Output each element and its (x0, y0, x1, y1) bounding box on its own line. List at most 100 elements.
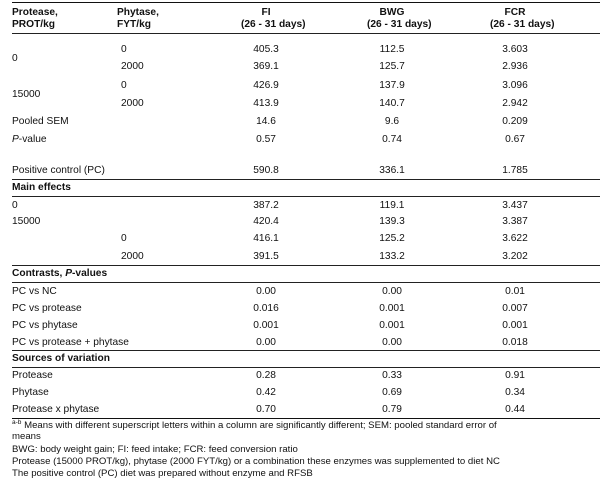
table-row: 2000 391.5 133.2 3.202 (6, 249, 594, 264)
bwg-value: 9.6 (384, 116, 400, 127)
header-fi: FI (261, 7, 271, 18)
section-rule (12, 282, 600, 283)
bwg-value: 0.74 (382, 134, 402, 145)
table-row: 0 416.1 125.2 3.622 (6, 231, 594, 246)
sources-title: Sources of variation (12, 353, 110, 364)
positive-control-row: Positive control (PC) 590.8 336.1 1.785 (6, 163, 594, 178)
sem-label: Pooled SEM (12, 116, 69, 127)
protease-value: 0 (12, 200, 18, 211)
footnote-enzymes: Protease (15000 PROT/kg), phytase (2000 … (12, 456, 500, 467)
phytase-value: 0 (121, 80, 127, 91)
table-row: Protease 0.28 0.33 0.91 (6, 368, 594, 383)
table-bottom-rule (12, 418, 600, 419)
bwg-value: 133.2 (379, 251, 405, 262)
fi-value: 0.001 (253, 320, 279, 331)
contrast-label: PC vs protease (12, 303, 82, 314)
table-row: PC vs phytase 0.001 0.001 0.001 (6, 318, 594, 333)
fcr-value: 3.603 (502, 44, 528, 55)
protease-group-label: 0 (6, 51, 594, 66)
table-row: Phytase 0.42 0.69 0.34 (6, 385, 594, 400)
footnote-significance-cont: means (12, 431, 41, 442)
contrast-label: PC vs protease + phytase (12, 337, 129, 348)
pvalue-label: P-value (12, 134, 47, 145)
fcr-value: 2.936 (502, 61, 528, 72)
header-protease: Protease, (12, 7, 58, 18)
section-rule (12, 265, 600, 266)
protease-value: 15000 (12, 89, 41, 100)
bwg-value: 0.001 (379, 320, 405, 331)
fi-value: 405.3 (253, 44, 279, 55)
footnote-positive-control: The positive control (PC) diet was prepa… (12, 468, 313, 479)
fcr-value: 0.018 (502, 337, 528, 348)
bwg-value: 119.1 (379, 200, 405, 211)
fcr-value: 0.67 (505, 134, 525, 145)
header-rule (12, 33, 600, 34)
fi-value: 420.4 (253, 216, 279, 227)
table-row: 0 426.9 137.9 3.096 (6, 78, 594, 93)
pvalue-row: P-value 0.57 0.74 0.67 (6, 132, 594, 147)
bwg-value: 0.00 (382, 286, 402, 297)
section-rule (12, 179, 600, 180)
header-phytase-unit: FYT/kg (117, 19, 151, 30)
fi-value: 0.57 (256, 134, 276, 145)
header-fcr-days: (26 - 31 days) (490, 19, 555, 30)
bwg-value: 0.69 (382, 387, 402, 398)
bwg-value: 125.7 (379, 61, 405, 72)
phytase-value: 0 (121, 233, 127, 244)
fcr-value: 1.785 (502, 165, 528, 176)
fcr-value: 0.209 (502, 116, 528, 127)
bwg-value: 140.7 (379, 98, 405, 109)
protease-value: 0 (12, 53, 18, 64)
fi-value: 0.00 (256, 337, 276, 348)
section-rule (12, 350, 600, 351)
main-effects-title: Main effects (12, 182, 71, 193)
contrast-label: PC vs NC (12, 286, 57, 297)
table-row: 0 387.2 119.1 3.437 (6, 198, 594, 213)
table-row: PC vs protease + phytase 0.00 0.00 0.018 (6, 335, 594, 350)
fi-value: 391.5 (253, 251, 279, 262)
footnote-significance: a-b Means with different superscript let… (12, 418, 497, 431)
fcr-value: 0.44 (505, 404, 525, 415)
table-row: PC vs protease 0.016 0.001 0.007 (6, 301, 594, 316)
table-header-line2: PROT/kg FYT/kg (26 - 31 days) (26 - 31 d… (6, 17, 594, 32)
phytase-value: 2000 (121, 251, 144, 262)
fcr-value: 0.001 (502, 320, 528, 331)
table-row: 2000 369.1 125.7 2.936 (6, 59, 594, 74)
table-row: 15000 420.4 139.3 3.387 (6, 214, 594, 229)
fi-value: 0.70 (256, 404, 276, 415)
bwg-value: 112.5 (379, 44, 405, 55)
fcr-value: 0.007 (502, 303, 528, 314)
header-bwg-days: (26 - 31 days) (367, 19, 432, 30)
fi-value: 0.00 (256, 286, 276, 297)
contrast-label: PC vs phytase (12, 320, 78, 331)
section-rule (12, 367, 600, 368)
table-row: 2000 413.9 140.7 2.942 (6, 96, 594, 111)
fcr-value: 2.942 (502, 98, 528, 109)
source-label: Protease x phytase (12, 404, 100, 415)
footnote-abbreviations: BWG: body weight gain; FI: feed intake; … (12, 444, 298, 455)
fcr-value: 0.91 (505, 370, 525, 381)
section-rule (12, 196, 600, 197)
bwg-value: 0.001 (379, 303, 405, 314)
table-row: 0 405.3 112.5 3.603 (6, 42, 594, 57)
sem-row: Pooled SEM 14.6 9.6 0.209 (6, 114, 594, 129)
bwg-value: 0.00 (382, 337, 402, 348)
fcr-value: 3.202 (502, 251, 528, 262)
bwg-value: 139.3 (379, 216, 405, 227)
contrasts-title: Contrasts, P-values (12, 268, 108, 279)
header-phytase: Phytase, (117, 7, 159, 18)
header-fi-days: (26 - 31 days) (241, 19, 306, 30)
bwg-value: 0.79 (382, 404, 402, 415)
fi-value: 14.6 (256, 116, 276, 127)
bwg-value: 137.9 (379, 80, 405, 91)
pc-label: Positive control (PC) (12, 165, 105, 176)
header-fcr: FCR (504, 7, 526, 18)
fi-value: 413.9 (253, 98, 279, 109)
fi-value: 590.8 (253, 165, 279, 176)
fi-value: 0.28 (256, 370, 276, 381)
fi-value: 416.1 (253, 233, 279, 244)
fi-value: 426.9 (253, 80, 279, 91)
header-protease-unit: PROT/kg (12, 19, 56, 30)
phytase-value: 0 (121, 44, 127, 55)
table-header: Protease, Phytase, FI BWG FCR (6, 5, 594, 20)
